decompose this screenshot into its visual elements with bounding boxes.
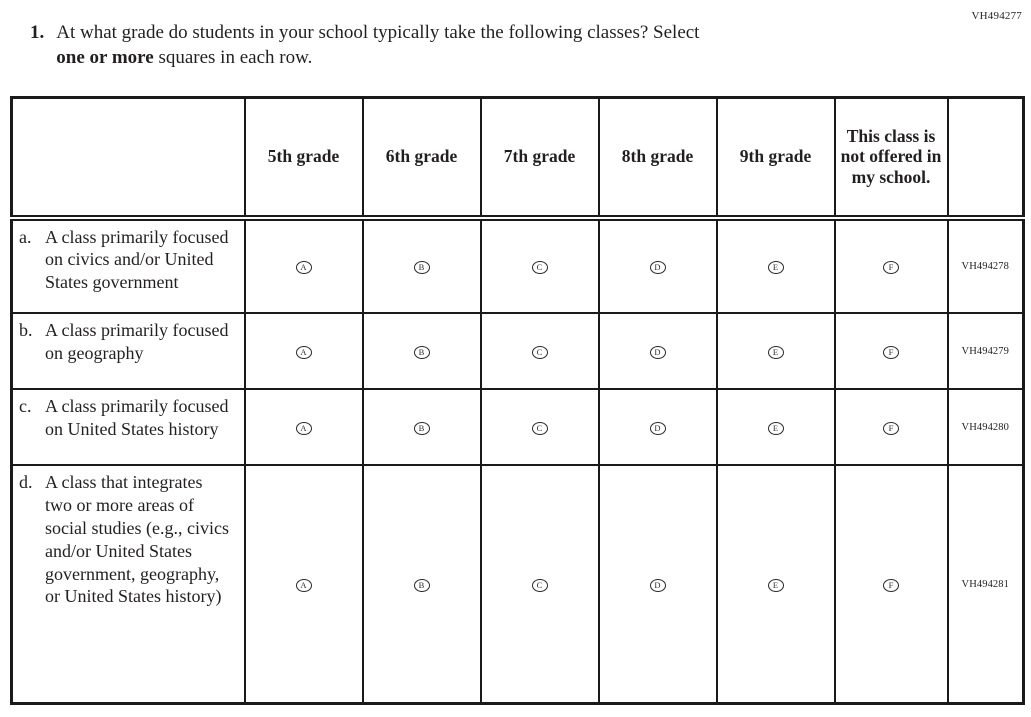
option-cell: F: [833, 464, 949, 705]
code-column-header: [946, 96, 1025, 221]
row-text: A class primarily focused on civics and/…: [45, 226, 229, 293]
option-c-bubble[interactable]: C: [531, 421, 548, 435]
option-e-bubble[interactable]: E: [767, 421, 784, 435]
column-header-9th-grade: 9th grade: [715, 96, 836, 221]
option-f-bubble[interactable]: F: [883, 261, 899, 275]
option-c-bubble[interactable]: C: [531, 345, 548, 359]
option-cell: A: [243, 312, 364, 391]
column-header-6th-grade: 6th grade: [361, 96, 482, 221]
column-header-5th-grade: 5th grade: [243, 96, 364, 221]
row-letter: a.: [19, 226, 32, 247]
row-text: A class primarily focused on United Stat…: [45, 396, 229, 439]
option-a-bubble[interactable]: A: [295, 261, 312, 275]
option-d-bubble[interactable]: D: [649, 578, 666, 592]
option-b-bubble[interactable]: B: [413, 578, 430, 592]
option-f-bubble[interactable]: F: [883, 421, 899, 435]
question-text-line1: At what grade do students in your school…: [56, 22, 700, 43]
column-header-8th-grade: 8th grade: [597, 96, 718, 221]
option-cell: D: [597, 464, 718, 705]
option-cell: A: [243, 216, 364, 315]
option-cell: A: [243, 464, 364, 705]
option-f-bubble[interactable]: F: [883, 578, 899, 592]
option-cell: F: [833, 388, 949, 467]
option-cell: C: [479, 312, 600, 391]
option-cell: C: [479, 216, 600, 315]
option-cell: E: [715, 388, 836, 467]
option-a-bubble[interactable]: A: [295, 345, 312, 359]
table-row-c: c. A class primarily focused on United S…: [10, 388, 1025, 467]
option-d-bubble[interactable]: D: [649, 345, 666, 359]
question-text: At what grade do students in your school…: [56, 20, 699, 70]
option-cell: B: [361, 464, 482, 705]
option-cell: F: [833, 216, 949, 315]
option-e-bubble[interactable]: E: [767, 261, 784, 275]
option-cell: A: [243, 388, 364, 467]
header-row: 5th grade 6th grade 7th grade 8th grade …: [10, 96, 1025, 221]
option-b-bubble[interactable]: B: [413, 421, 430, 435]
table-row-a: a. A class primarily focused on civics a…: [10, 216, 1025, 315]
option-cell: E: [715, 464, 836, 705]
option-b-bubble[interactable]: B: [413, 261, 430, 275]
question: 1. At what grade do students in your sch…: [30, 20, 930, 70]
row-label: d. A class that integrates two or more a…: [10, 464, 246, 705]
row-code: VH494280: [946, 388, 1025, 467]
option-cell: B: [361, 312, 482, 391]
row-text: A class that integrates two or more area…: [45, 472, 229, 607]
table-row-b: b. A class primarily focused on geograph…: [10, 312, 1025, 391]
option-cell: D: [597, 312, 718, 391]
option-d-bubble[interactable]: D: [649, 261, 666, 275]
option-cell: F: [833, 312, 949, 391]
option-cell: C: [479, 388, 600, 467]
column-header-7th-grade: 7th grade: [479, 96, 600, 221]
grade-selection-table: 5th grade 6th grade 7th grade 8th grade …: [10, 96, 1025, 705]
question-text-line2: squares in each row.: [158, 47, 313, 69]
option-a-bubble[interactable]: A: [295, 578, 312, 592]
question-bold-phrase: one or more: [56, 47, 154, 69]
row-code: VH494281: [946, 464, 1025, 705]
option-e-bubble[interactable]: E: [767, 578, 784, 592]
row-label: c. A class primarily focused on United S…: [10, 388, 246, 467]
option-cell: C: [479, 464, 600, 705]
page-code: VH494277: [971, 10, 1022, 22]
option-d-bubble[interactable]: D: [649, 421, 666, 435]
option-cell: D: [597, 216, 718, 315]
option-b-bubble[interactable]: B: [413, 345, 430, 359]
option-a-bubble[interactable]: A: [295, 421, 312, 435]
question-number: 1.: [30, 22, 45, 43]
option-cell: E: [715, 216, 836, 315]
option-cell: B: [361, 388, 482, 467]
row-letter: d.: [19, 472, 33, 493]
option-cell: B: [361, 216, 482, 315]
row-label: a. A class primarily focused on civics a…: [10, 216, 246, 315]
option-cell: D: [597, 388, 718, 467]
option-e-bubble[interactable]: E: [767, 345, 784, 359]
option-cell: E: [715, 312, 836, 391]
option-f-bubble[interactable]: F: [883, 345, 899, 359]
row-text: A class primarily focused on geography: [45, 320, 229, 363]
row-code: VH494278: [946, 216, 1025, 315]
row-letter: c.: [19, 396, 32, 417]
option-c-bubble[interactable]: C: [531, 261, 548, 275]
row-letter: b.: [19, 320, 33, 341]
column-header-not-offered: This class is not offered in my school.: [833, 96, 949, 221]
row-code: VH494279: [946, 312, 1025, 391]
corner-cell: [10, 96, 246, 221]
table-row-d: d. A class that integrates two or more a…: [10, 464, 1025, 705]
option-c-bubble[interactable]: C: [531, 578, 548, 592]
row-label: b. A class primarily focused on geograph…: [10, 312, 246, 391]
